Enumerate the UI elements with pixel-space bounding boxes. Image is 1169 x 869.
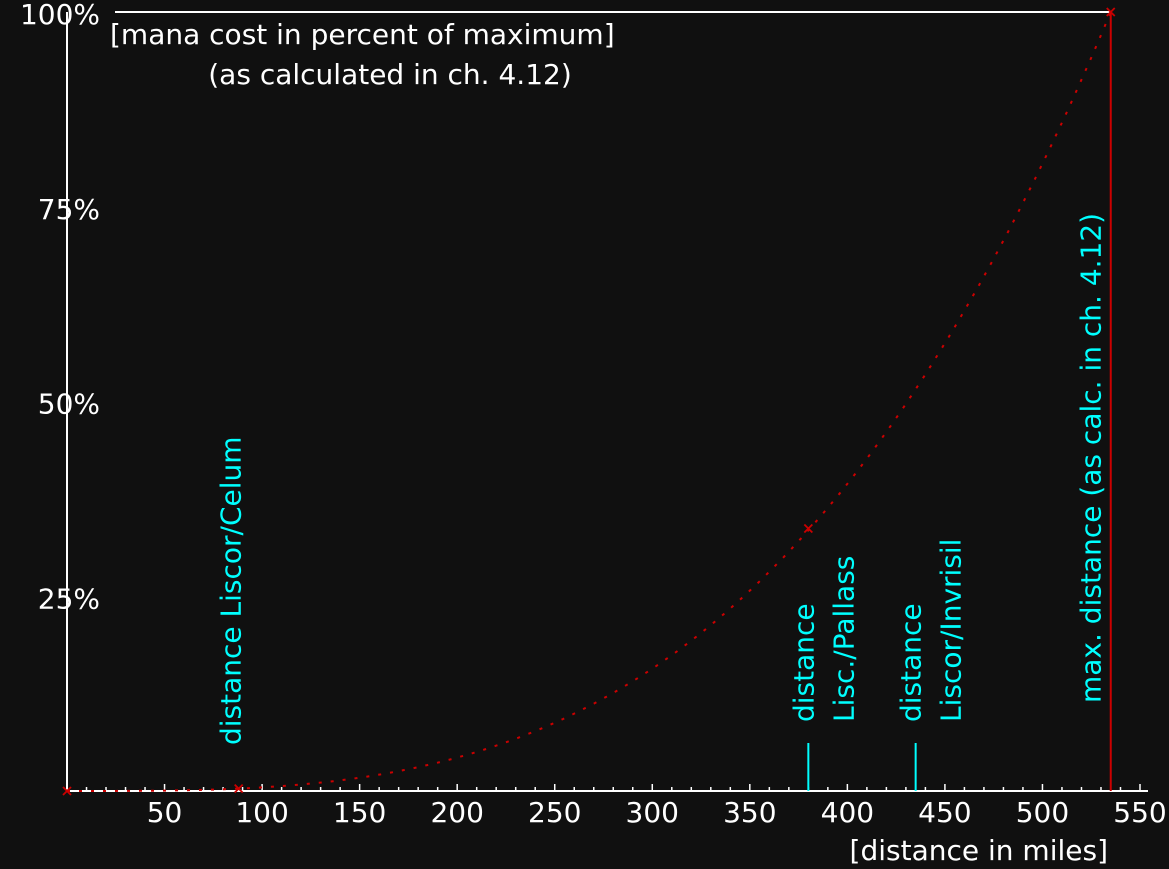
ticks: 50 100 150 200 250 300 350 400 450 500 550 25% 50% 75…	[20, 0, 1167, 829]
x-tick-label: 450	[918, 796, 971, 829]
x-tick-label: 500	[1016, 796, 1069, 829]
curve	[62, 7, 1116, 796]
distance-annotation-label: distance	[787, 603, 820, 722]
x-tick-label: 550	[1113, 796, 1166, 829]
distance-annotation-label: distance Liscor/Celum	[215, 436, 248, 745]
x-tick-label: 100	[235, 796, 288, 829]
data-point-marker	[62, 786, 72, 796]
x-axis-label: [distance in miles]	[850, 834, 1108, 867]
data-point-marker	[234, 784, 244, 794]
x-tick-label: 250	[528, 796, 581, 829]
distance-annotation-label: max. distance (as calc. in ch. 4.12)	[1075, 213, 1108, 703]
y-tick-label: 50%	[38, 388, 100, 421]
axes	[66, 11, 1148, 792]
annotations: distance Liscor/Celum distance Lisc./Palla…	[215, 12, 1112, 791]
chart-title-line-1: [mana cost in percent of maximum]	[110, 18, 615, 51]
distance-annotation-label: Lisc./Pallass	[827, 556, 860, 722]
x-tick-label: 300	[626, 796, 679, 829]
data-point-marker	[1106, 7, 1116, 17]
x-tick-label: 50	[147, 796, 183, 829]
y-tick-label: 25%	[38, 582, 100, 615]
y-tick-label: 100%	[20, 0, 100, 31]
x-tick-label: 350	[723, 796, 776, 829]
x-tick-label: 200	[430, 796, 483, 829]
distance-annotation-label: Liscor/Invrisil	[935, 539, 968, 722]
y-tick-label: 75%	[38, 193, 100, 226]
chart-title-line-2: (as calculated in ch. 4.12)	[208, 58, 572, 91]
x-tick-label: 400	[821, 796, 874, 829]
data-point-marker	[803, 523, 813, 534]
distance-annotation-label: distance	[895, 603, 928, 722]
x-tick-label: 150	[333, 796, 386, 829]
mana-cost-curve	[67, 11, 1112, 792]
